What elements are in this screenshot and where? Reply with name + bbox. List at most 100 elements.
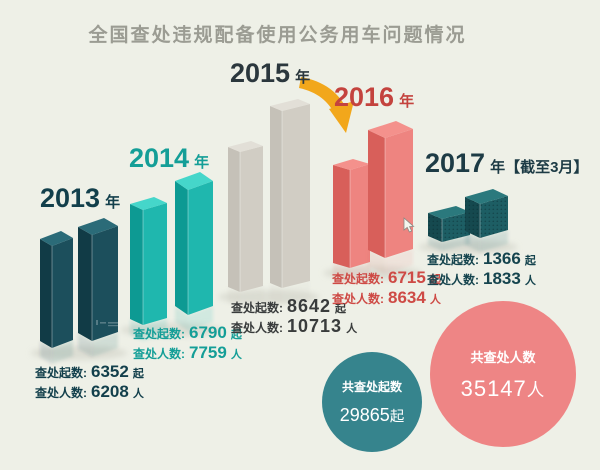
cases-value: 8642	[287, 296, 332, 316]
stats-2013: 查处起数: 6352 起 查处人数: 6208 人	[35, 362, 144, 402]
bar-2015-cases-face-top	[228, 141, 263, 152]
cases-value: 6352	[91, 362, 129, 381]
people-unit: 人	[230, 349, 242, 361]
total-people-label: 共查处人数	[470, 349, 536, 365]
cases-unit: 起	[429, 274, 441, 286]
bar-2013-cases-face-right	[52, 238, 73, 348]
cases-value: 6715	[388, 268, 426, 287]
page-title: 全国查处违规配备使用公务用车问题情况	[88, 25, 467, 46]
bar-2017-people-dots-left	[465, 197, 480, 238]
bar-2017-people-reflection-right	[480, 230, 508, 252]
year-number: 2016	[334, 82, 395, 112]
bar-2016-cases-reflection-right	[350, 262, 370, 284]
bar-2017-cases-dots-right	[442, 212, 470, 242]
total-people-unit: 人	[526, 379, 546, 400]
bar-2016-cases-reflection-left	[333, 263, 350, 284]
bar-2016-cases-face-right	[350, 164, 370, 268]
stats-2016: 查处起数: 6715 起 查处人数: 8634 人	[332, 268, 441, 308]
year-suffix: 年	[105, 194, 121, 211]
bar-2013-people-edge-highlight	[91, 235, 93, 341]
bar-2014-people-face-top	[175, 172, 213, 190]
people-value: 10713	[287, 316, 343, 336]
bar-2017-people-edge-highlight	[479, 204, 481, 238]
bar-2016-people-face-top	[368, 121, 413, 138]
year-number: 2014	[129, 143, 190, 173]
bar-2017-cases-dots-left	[428, 213, 442, 242]
year-suffix: 年【截至3月】	[490, 159, 589, 176]
cases-line: 查处起数: 6352 起	[35, 362, 144, 382]
total-people-circle: 共查处人数 35147人	[430, 301, 576, 447]
bar-2014-people-reflection-right	[188, 306, 213, 331]
cases-value: 6790	[189, 323, 227, 342]
people-label: 查处人数:	[35, 386, 87, 400]
people-line: 查处人数: 6208 人	[35, 382, 144, 402]
people-unit: 人	[132, 388, 144, 400]
people-unit: 人	[429, 294, 441, 306]
bar-2014-cases-reflection-left	[130, 319, 143, 341]
year-label-2017: 2017 年【截至3月】	[425, 148, 588, 179]
year-number: 2015	[230, 58, 291, 88]
bar-2015-people-reflection-left	[270, 283, 282, 304]
stats-2015: 查处起数: 8642 起 查处人数: 10713 人	[231, 296, 357, 336]
bar-2016-people-face-right	[385, 129, 413, 258]
bar-2016-cases-edge-highlight	[349, 170, 351, 268]
people-unit: 人	[346, 323, 358, 335]
cases-label: 查处起数:	[332, 272, 384, 286]
people-line: 查处人数: 8634 人	[332, 288, 441, 308]
year-label-2016: 2016 年	[334, 82, 414, 113]
bar-2016-people-edge-highlight	[384, 138, 386, 258]
bar-2017-people-face-top	[465, 189, 508, 204]
stats-2017: 查处起数: 1366 起 查处人数: 1833 人	[427, 249, 536, 289]
bar-2013-people-face-left	[78, 227, 92, 341]
total-cases-circle: 共查处起数 29865起	[322, 352, 422, 452]
bar-2017-cases-reflection-left	[428, 236, 442, 251]
cases-label: 查处起数:	[35, 366, 87, 380]
bar-2015-cases-reflection-left	[228, 287, 240, 308]
bar-2013-cases-edge-highlight	[51, 246, 53, 348]
people-value: 6208	[91, 382, 129, 401]
bar-2014-cases-face-left	[130, 204, 143, 325]
year-label-2015: 2015 年	[230, 58, 310, 89]
bar-2014-cases-reflection-right	[143, 318, 167, 341]
bar-2015-cases-face-right	[240, 146, 263, 292]
cases-line: 查处起数: 6715 起	[332, 268, 441, 288]
cases-label: 查处起数:	[231, 301, 283, 315]
cases-line: 查处起数: 8642 起	[231, 296, 357, 316]
bar-2016-cases-face-top	[333, 159, 370, 170]
year-label-2014: 2014 年	[129, 143, 209, 174]
people-line: 查处人数: 7759 人	[133, 343, 242, 363]
bar-2014-cases-face-right	[143, 203, 167, 325]
cases-value: 1366	[483, 249, 521, 268]
bar-2015-cases-edge-highlight	[239, 152, 241, 292]
year-number: 2013	[40, 183, 101, 213]
bar-2017-cases-face-top	[428, 206, 470, 219]
bar-2017-cases-edge-highlight	[441, 219, 443, 242]
year-suffix: 年	[295, 69, 311, 86]
bar-2013-cases-reflection-left	[40, 341, 52, 364]
cases-label: 查处起数:	[133, 327, 185, 341]
mouse-cursor	[403, 217, 415, 233]
cases-unit: 起	[524, 255, 536, 267]
people-label: 查处人数:	[133, 347, 185, 361]
cases-line: 查处起数: 6790 起	[133, 323, 242, 343]
bar-2014-people-face-left	[175, 181, 188, 315]
people-label: 查处人数:	[332, 292, 384, 306]
bar-2016-cases-face-left	[333, 165, 350, 268]
watermark	[96, 320, 118, 327]
total-cases-label: 共查处起数	[341, 380, 402, 394]
people-value: 7759	[189, 343, 227, 362]
people-line: 查处人数: 10713 人	[231, 316, 357, 336]
bar-2014-people-face-right	[188, 181, 213, 315]
year-number: 2017	[425, 148, 486, 178]
cases-label: 查处起数:	[427, 253, 479, 267]
bar-2014-people-edge-highlight	[187, 190, 189, 315]
bar-2016-people-reflection-right	[385, 249, 413, 274]
cases-unit: 起	[132, 368, 144, 380]
total-cases-value: 29865起	[340, 405, 404, 426]
bar-2014-people-reflection-left	[175, 306, 188, 331]
year-label-2013: 2013 年	[40, 183, 120, 214]
bar-2015-people-reflection-right	[282, 281, 310, 304]
bar-2013-people-reflection-right	[92, 332, 118, 357]
